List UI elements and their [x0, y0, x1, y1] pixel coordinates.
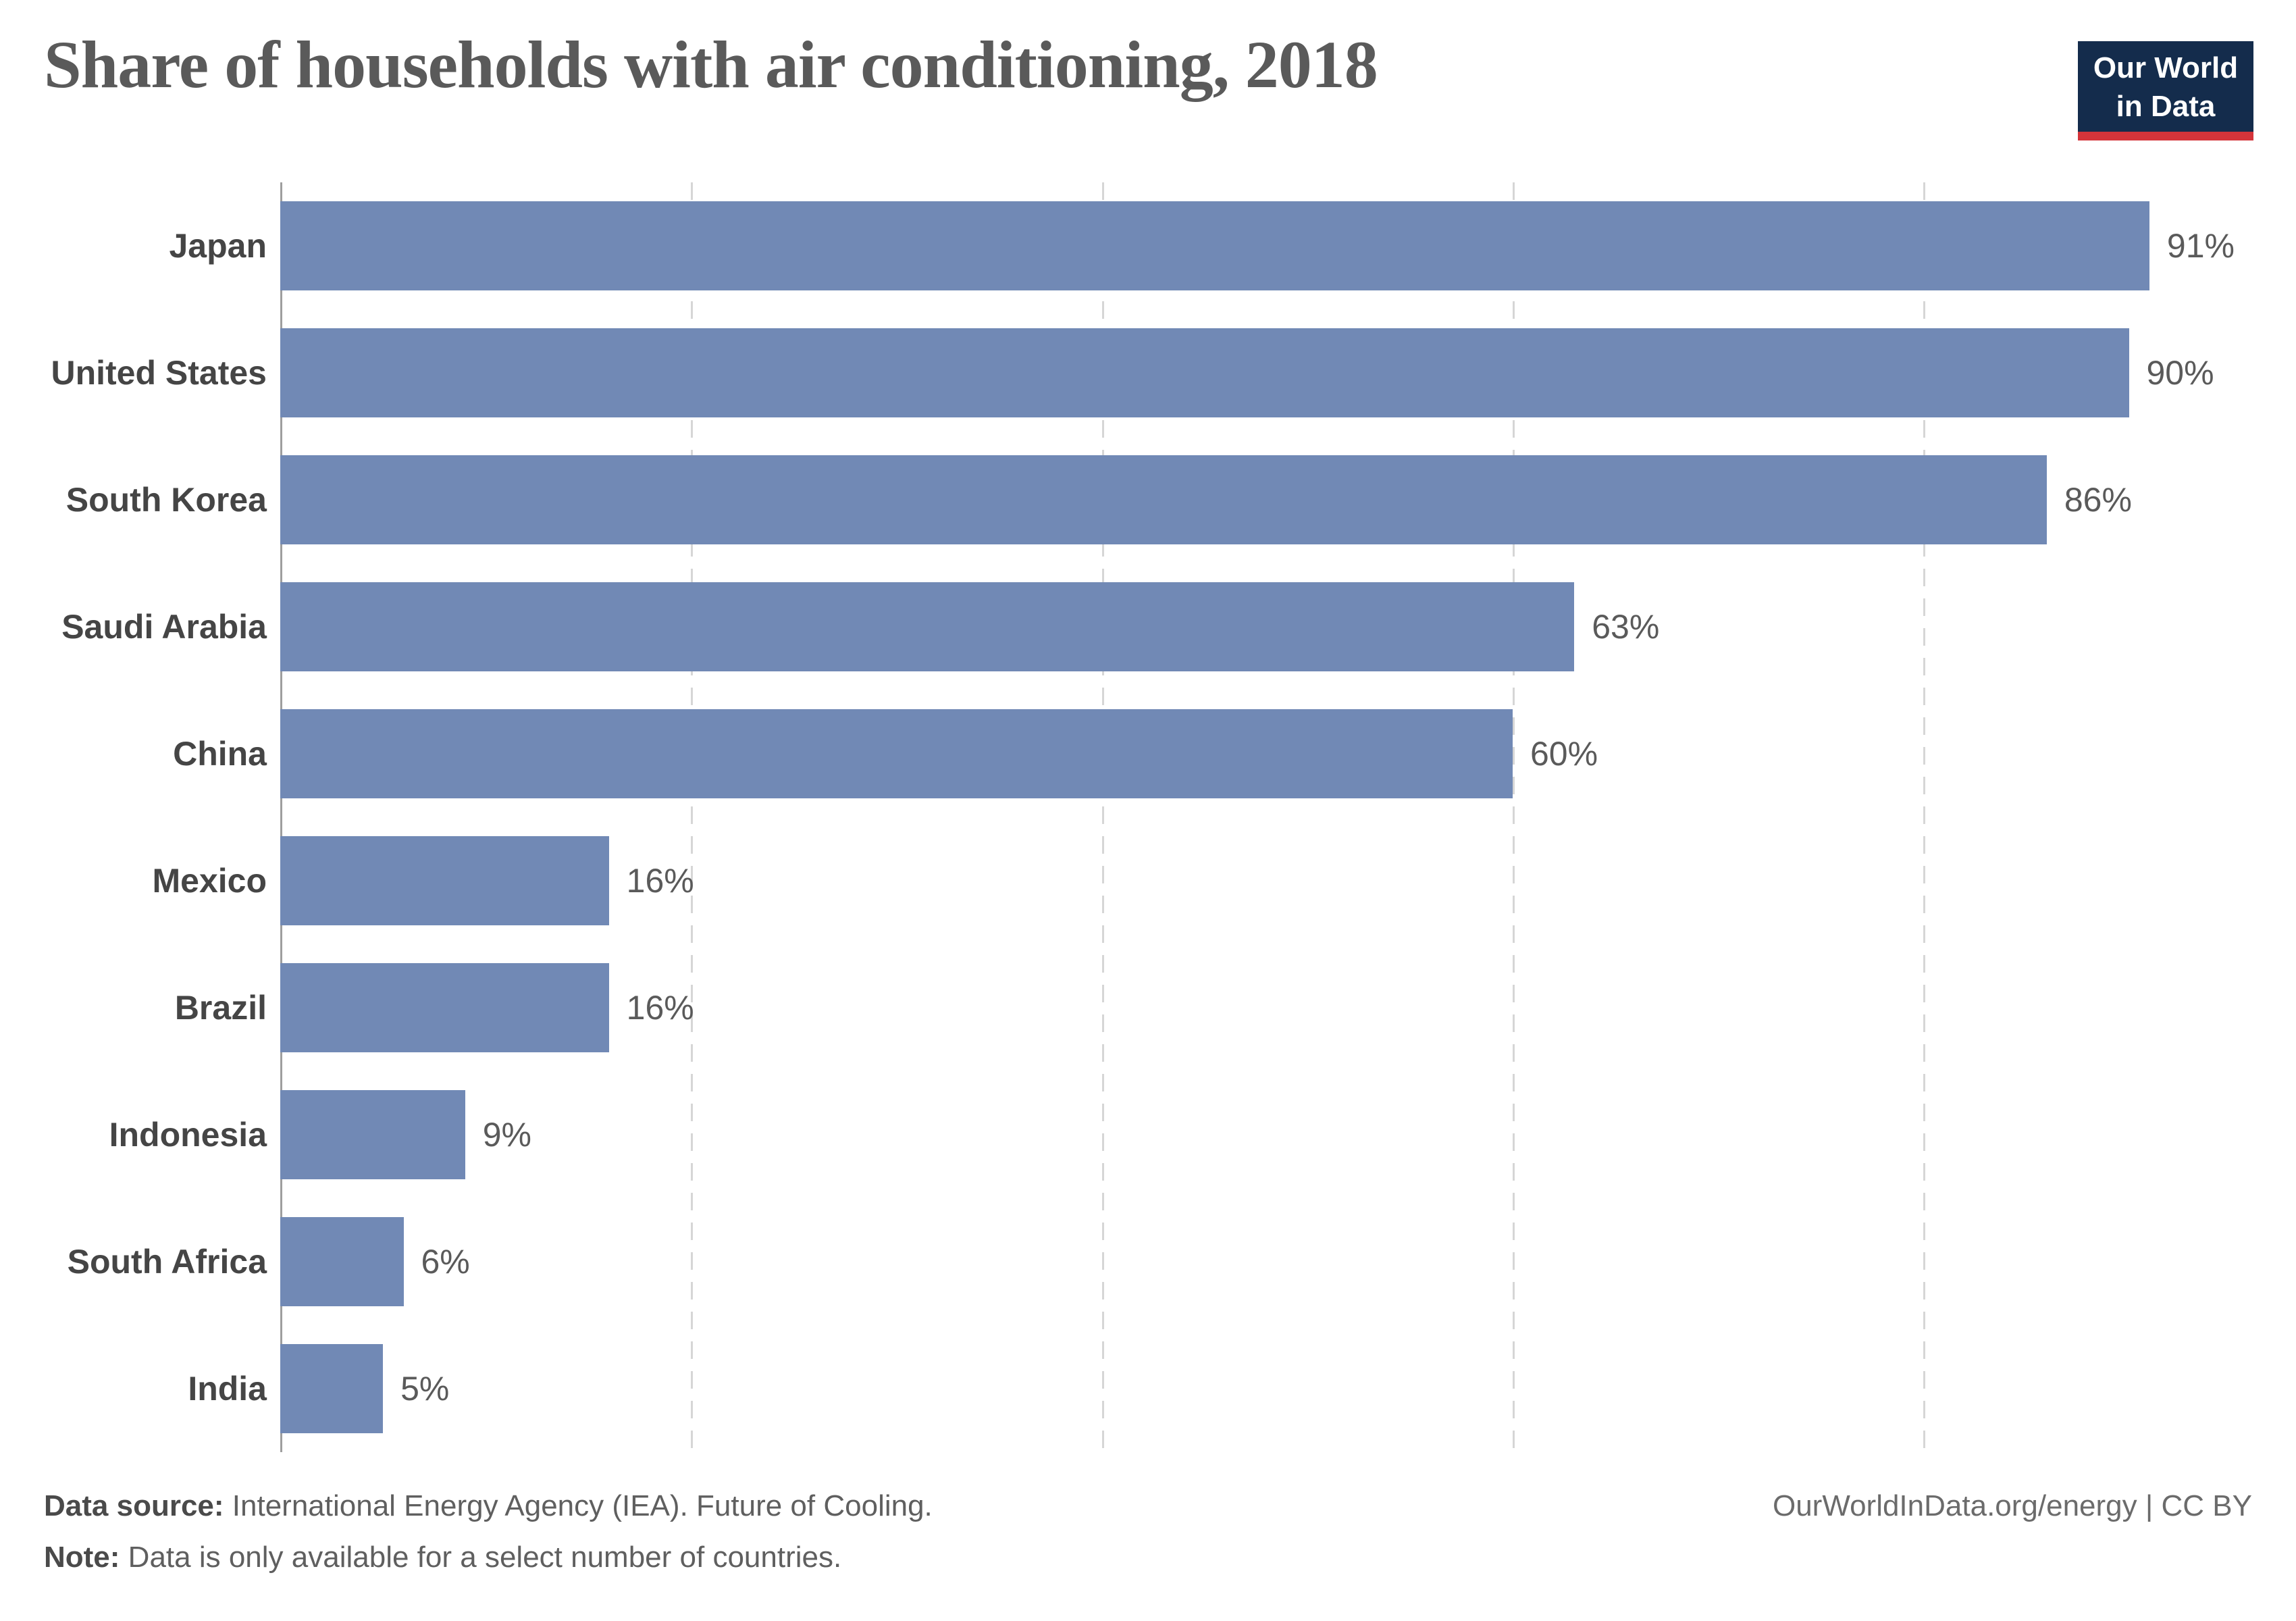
gridline-60 — [1513, 182, 1515, 1452]
chart-row-japan: Japan 91% — [44, 182, 2252, 309]
barzone-saudi-arabia: 63% — [280, 563, 2252, 690]
owid-logo-line1: Our World — [2093, 51, 2239, 84]
chart-row-india: India 5% — [44, 1325, 2252, 1452]
note-line: Note: Data is only available for a selec… — [44, 1532, 2252, 1583]
barzone-south-africa: 6% — [280, 1198, 2252, 1325]
barzone-indonesia: 9% — [280, 1071, 2252, 1198]
chart-row-mexico: Mexico 16% — [44, 817, 2252, 944]
country-label-united-states: United States — [51, 354, 267, 392]
plot-area — [280, 182, 2252, 1452]
bar-india — [280, 1343, 384, 1434]
footer: Data source: International Energy Agency… — [44, 1481, 2252, 1583]
y-axis-line — [280, 182, 282, 1452]
chart-rows: Japan 91% United States 90% South Korea 86% Sa… — [44, 182, 2252, 1452]
barzone-south-korea: 86% — [280, 436, 2252, 563]
page-title: Share of households with air conditionin… — [44, 27, 1378, 102]
barzone-mexico: 16% — [280, 817, 2252, 944]
bar-south-africa — [280, 1216, 404, 1307]
value-label-united-states: 90% — [2146, 354, 2214, 392]
chart-row-saudi-arabia: Saudi Arabia 63% — [44, 563, 2252, 690]
country-label-south-africa: South Africa — [67, 1243, 267, 1281]
chart-row-indonesia: Indonesia 9% — [44, 1071, 2252, 1198]
note-label: Note: — [44, 1541, 120, 1574]
country-label-mexico: Mexico — [152, 862, 267, 900]
note-text: Data is only available for a select numb… — [120, 1541, 842, 1574]
value-label-south-africa: 6% — [421, 1243, 470, 1281]
bar-mexico — [280, 835, 609, 926]
bar-brazil — [280, 962, 609, 1053]
value-label-brazil: 16% — [626, 989, 694, 1027]
gridline-20 — [691, 182, 694, 1452]
gridline-80 — [1923, 182, 1926, 1452]
value-label-mexico: 16% — [626, 862, 694, 900]
source-label: Data source: — [44, 1489, 224, 1522]
value-label-japan: 91% — [2166, 227, 2235, 265]
chart: Japan 91% United States 90% South Korea 86% Sa… — [44, 182, 2252, 1452]
country-label-india: India — [188, 1370, 267, 1408]
bar-united-states — [280, 328, 2129, 418]
value-label-saudi-arabia: 63% — [1592, 608, 1660, 646]
country-label-saudi-arabia: Saudi Arabia — [61, 608, 267, 646]
chart-row-china: China 60% — [44, 690, 2252, 817]
chart-row-united-states: United States 90% — [44, 309, 2252, 436]
country-label-indonesia: Indonesia — [109, 1116, 267, 1154]
value-label-indonesia: 9% — [482, 1116, 532, 1154]
owid-logo-line2-prefix: in — [2116, 90, 2151, 123]
footer-left: Data source: International Energy Agency… — [44, 1481, 2252, 1583]
value-label-china: 60% — [1530, 735, 1598, 773]
barzone-brazil: 16% — [280, 944, 2252, 1071]
bar-south-korea — [280, 455, 2047, 545]
gridline-40 — [1101, 182, 1104, 1452]
value-label-india: 5% — [400, 1370, 450, 1408]
country-label-china: China — [173, 735, 267, 773]
barzone-india: 5% — [280, 1325, 2252, 1452]
owid-logo: Our World in Data — [2078, 41, 2253, 140]
country-label-brazil: Brazil — [174, 989, 267, 1027]
bar-japan — [280, 201, 2149, 291]
chart-row-south-korea: South Korea 86% — [44, 436, 2252, 563]
source-text: International Energy Agency (IEA). Futur… — [224, 1489, 933, 1522]
source-line: Data source: International Energy Agency… — [44, 1481, 2252, 1532]
country-label-south-korea: South Korea — [66, 481, 267, 519]
chart-row-brazil: Brazil 16% — [44, 944, 2252, 1071]
country-label-japan: Japan — [169, 227, 267, 265]
barzone-united-states: 90% — [280, 309, 2252, 436]
value-label-south-korea: 86% — [2064, 481, 2132, 519]
bar-china — [280, 709, 1513, 799]
bar-indonesia — [280, 1089, 465, 1180]
bar-saudi-arabia — [280, 582, 1575, 672]
owid-logo-line2: in Data — [2078, 87, 2253, 126]
owid-logo-line2-bold: Data — [2150, 90, 2216, 123]
credit-text: OurWorldInData.org/energy | CC BY — [1772, 1489, 2252, 1522]
chart-row-south-africa: South Africa 6% — [44, 1198, 2252, 1325]
barzone-japan: 91% — [280, 182, 2252, 309]
barzone-china: 60% — [280, 690, 2252, 817]
